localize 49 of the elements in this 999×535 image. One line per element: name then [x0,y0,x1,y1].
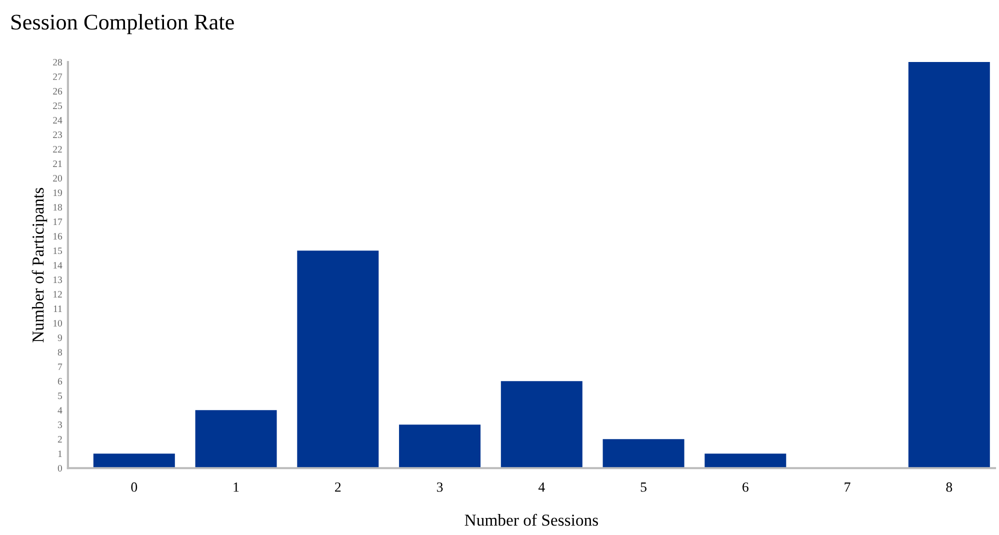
y-tick-label: 12 [54,291,62,298]
y-tick-label: 11 [54,306,62,312]
y-tick-label: 5 [58,392,62,400]
y-tick-label: 16 [54,233,62,240]
y-tick-label: 17 [54,218,62,225]
y-tick-label: 23 [53,132,62,138]
y-tick-label: 15 [54,248,62,254]
x-tick-label: 8 [946,482,952,492]
bar [500,381,582,468]
y-tick-label: 2 [58,436,62,442]
x-axis-title: Number of Sessions [464,514,598,526]
y-tick-label: 27 [53,74,62,80]
x-tick-label: 7 [844,482,850,492]
x-tick-label: 0 [131,482,138,492]
bar [399,424,481,468]
y-tick-label: 1 [58,450,62,457]
bar [195,410,277,468]
y-axis-title: Number of Participants [32,188,48,342]
y-tick-label: 19 [54,190,62,196]
y-tick-label: 22 [53,146,62,152]
chart-title: Session Completion Rate [11,14,234,34]
x-tick-label: 2 [335,482,341,492]
bar [297,250,379,468]
bar [704,454,786,468]
y-tick-label: 28 [53,58,62,66]
x-tick-label: 4 [538,482,545,492]
y-tick-label: 4 [58,407,62,414]
y-tick-label: 0 [58,465,62,472]
y-tick-label: 6 [58,378,62,385]
x-tick-label: 3 [436,482,443,492]
y-tick-label: 13 [54,276,62,284]
y-tick-label: 24 [53,117,62,124]
y-tick-label: 26 [53,88,62,95]
x-tick-label: 1 [234,482,239,492]
x-tick-label: 5 [640,482,646,492]
y-tick-label: 9 [58,334,62,342]
y-tick-label: 14 [54,262,62,268]
y-tick-label: 7 [58,364,62,370]
y-tick-label: 21 [53,160,62,167]
y-tick-label: 8 [58,349,62,356]
y-tick-label: 3 [58,422,62,428]
y-tick-label: 18 [54,204,62,211]
x-tick-label: 6 [742,482,748,492]
bar [908,62,990,468]
y-tick-label: 25 [53,102,62,110]
y-tick-label: 20 [53,174,62,182]
bar [602,439,684,468]
bar [93,454,175,468]
y-tick-label: 10 [54,320,62,327]
